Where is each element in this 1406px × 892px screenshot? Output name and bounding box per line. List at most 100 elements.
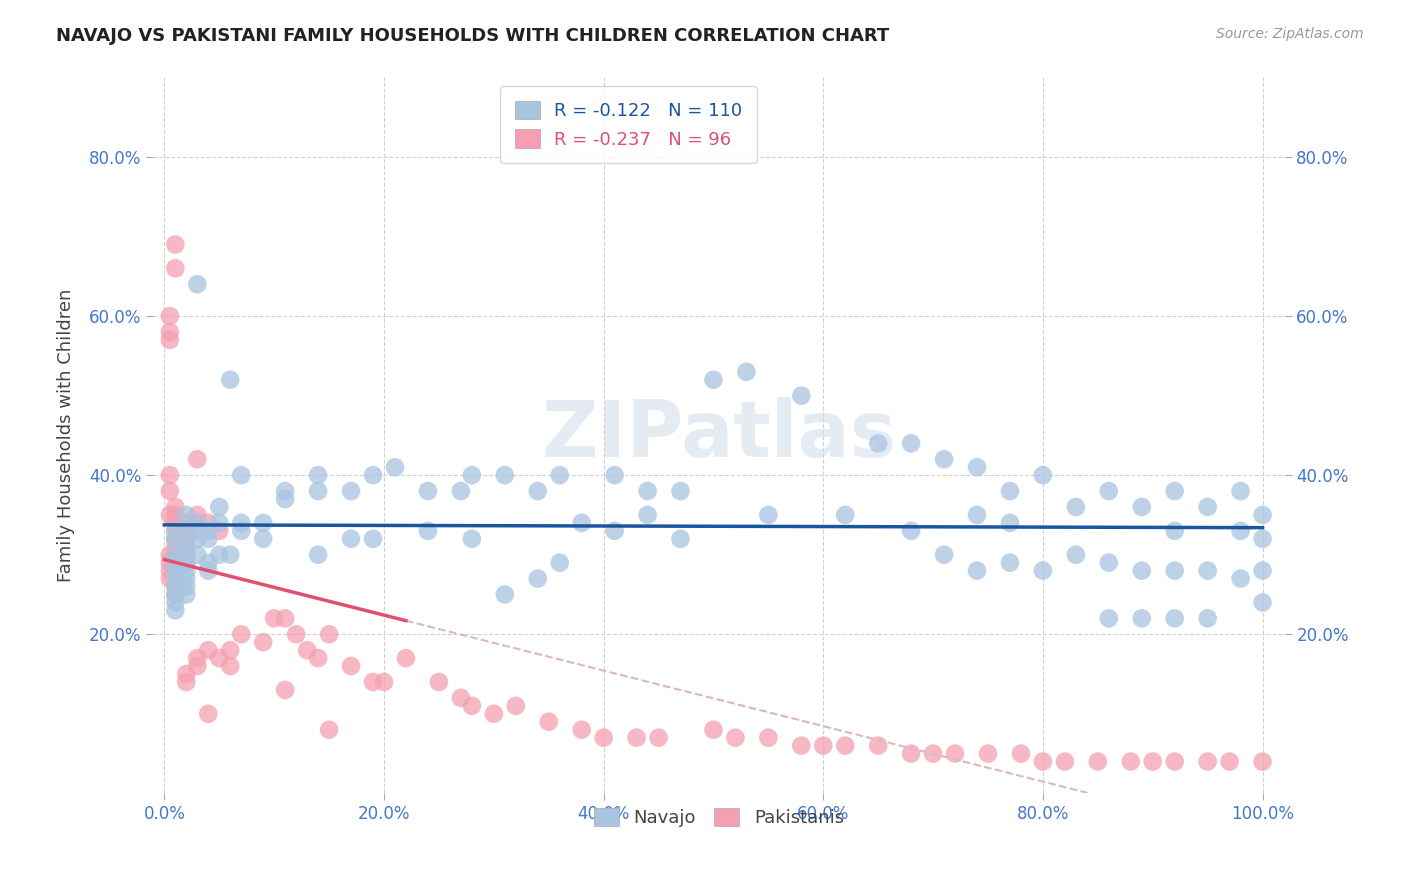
Point xyxy=(219,659,242,673)
Point xyxy=(603,468,626,483)
Point xyxy=(208,548,231,562)
Point xyxy=(1229,524,1251,538)
Point xyxy=(176,524,198,538)
Point xyxy=(219,643,242,657)
Point xyxy=(702,373,724,387)
Point xyxy=(208,524,231,538)
Text: ZIPatlas: ZIPatlas xyxy=(541,398,897,474)
Point xyxy=(176,532,198,546)
Point xyxy=(176,667,198,681)
Point xyxy=(197,516,219,530)
Point xyxy=(208,516,231,530)
Point xyxy=(252,635,274,649)
Point xyxy=(998,556,1021,570)
Point xyxy=(165,580,187,594)
Point xyxy=(159,556,181,570)
Point xyxy=(165,572,187,586)
Point xyxy=(176,556,198,570)
Point xyxy=(208,500,231,514)
Point xyxy=(461,698,484,713)
Point xyxy=(165,595,187,609)
Point xyxy=(165,564,187,578)
Point xyxy=(494,587,516,601)
Point xyxy=(416,484,439,499)
Point xyxy=(159,548,181,562)
Point xyxy=(340,532,363,546)
Point xyxy=(197,643,219,657)
Point xyxy=(571,516,593,530)
Point xyxy=(1197,500,1219,514)
Point xyxy=(756,508,779,522)
Point xyxy=(647,731,669,745)
Point xyxy=(176,516,198,530)
Point xyxy=(1064,500,1087,514)
Y-axis label: Family Households with Children: Family Households with Children xyxy=(58,289,75,582)
Point xyxy=(208,651,231,665)
Point xyxy=(1053,755,1076,769)
Point xyxy=(197,524,219,538)
Point xyxy=(197,706,219,721)
Point xyxy=(450,484,472,499)
Point xyxy=(461,468,484,483)
Point xyxy=(340,484,363,499)
Point xyxy=(416,524,439,538)
Point xyxy=(165,532,187,546)
Point xyxy=(197,564,219,578)
Point xyxy=(176,548,198,562)
Point xyxy=(900,436,922,450)
Point xyxy=(318,723,340,737)
Point xyxy=(1251,564,1274,578)
Point xyxy=(252,516,274,530)
Point xyxy=(1251,508,1274,522)
Point xyxy=(361,675,384,690)
Point xyxy=(669,532,692,546)
Point xyxy=(966,460,988,475)
Point xyxy=(307,651,329,665)
Point xyxy=(159,468,181,483)
Point xyxy=(735,365,758,379)
Point xyxy=(834,508,856,522)
Point xyxy=(571,723,593,737)
Point xyxy=(186,508,208,522)
Point xyxy=(165,500,187,514)
Point xyxy=(307,548,329,562)
Point xyxy=(274,491,297,506)
Point xyxy=(231,524,253,538)
Point xyxy=(263,611,285,625)
Point xyxy=(1163,564,1185,578)
Point xyxy=(482,706,505,721)
Point xyxy=(626,731,648,745)
Point xyxy=(548,556,571,570)
Point xyxy=(900,524,922,538)
Point xyxy=(384,460,406,475)
Point xyxy=(176,580,198,594)
Point xyxy=(165,524,187,538)
Point xyxy=(159,508,181,522)
Point xyxy=(1197,755,1219,769)
Point xyxy=(165,564,187,578)
Point xyxy=(868,436,890,450)
Point xyxy=(1032,755,1054,769)
Point xyxy=(186,452,208,467)
Point xyxy=(1119,755,1142,769)
Point xyxy=(1219,755,1241,769)
Point xyxy=(186,659,208,673)
Point xyxy=(1197,611,1219,625)
Point xyxy=(395,651,418,665)
Text: Source: ZipAtlas.com: Source: ZipAtlas.com xyxy=(1216,27,1364,41)
Point xyxy=(537,714,560,729)
Point xyxy=(1130,500,1153,514)
Point xyxy=(1251,755,1274,769)
Point xyxy=(159,564,181,578)
Point xyxy=(165,580,187,594)
Point xyxy=(1098,484,1121,499)
Point xyxy=(165,548,187,562)
Point xyxy=(1032,564,1054,578)
Point xyxy=(165,540,187,554)
Point xyxy=(274,484,297,499)
Point xyxy=(165,532,187,546)
Point xyxy=(900,747,922,761)
Point xyxy=(176,556,198,570)
Point xyxy=(966,564,988,578)
Point xyxy=(197,532,219,546)
